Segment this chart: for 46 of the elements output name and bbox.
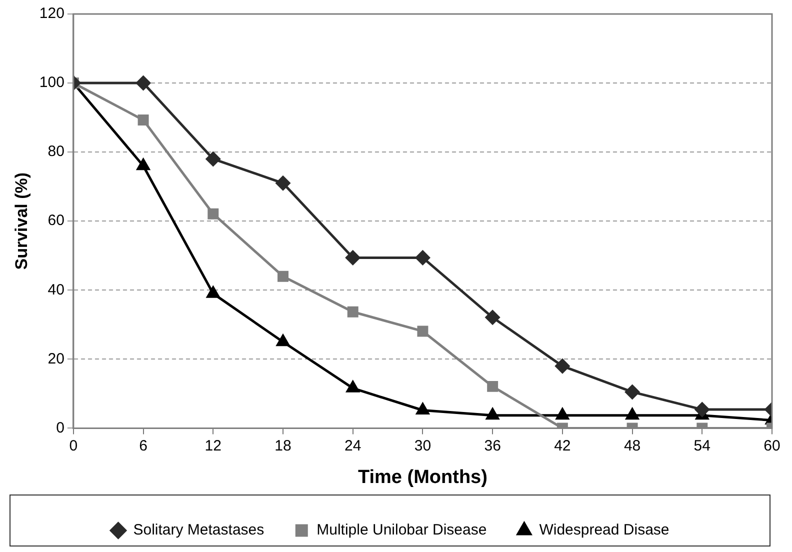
point (346, 250, 360, 265)
y-tick-label: 0 (56, 419, 64, 436)
y-tick-label: 80 (48, 143, 64, 160)
x-tick-label: 36 (484, 437, 501, 454)
x-tick-label: 6 (139, 437, 148, 454)
x-tick-label: 18 (274, 437, 292, 454)
x-axis-title: Time (Months) (358, 466, 488, 488)
point (278, 270, 288, 282)
y-tick-label: 120 (39, 5, 64, 22)
y-axis-title: Survival (%) (12, 172, 31, 270)
point (276, 176, 290, 190)
point (626, 408, 639, 420)
point (416, 403, 430, 414)
point (136, 76, 151, 90)
y-tick-label: 100 (39, 74, 64, 92)
x-tick-label: 42 (554, 437, 571, 454)
point (206, 152, 220, 166)
point (486, 408, 500, 420)
x-tick-label: 0 (69, 437, 78, 454)
point (206, 286, 220, 298)
point (556, 408, 569, 420)
point (694, 402, 710, 417)
point (487, 380, 498, 392)
legend-label: Solitary Metastases (133, 522, 264, 539)
legend-label: Widespread Disase (539, 522, 670, 539)
y-tick-label: 40 (48, 281, 64, 298)
y-tick-label: 60 (48, 212, 64, 230)
point (625, 384, 640, 400)
y-tick-label: 20 (48, 350, 64, 368)
x-tick-label: 54 (694, 437, 710, 454)
legend-label: Multiple Unilobar Disease (316, 522, 487, 539)
point (485, 310, 500, 325)
x-tick-label: 60 (764, 437, 780, 454)
x-tick-label: 24 (344, 437, 362, 454)
point (347, 306, 358, 318)
point (417, 326, 428, 337)
point (276, 334, 290, 346)
x-tick-label: 48 (624, 437, 641, 454)
point (138, 114, 149, 126)
point (555, 358, 570, 374)
point (415, 250, 430, 265)
x-tick-label: 30 (414, 437, 432, 454)
point (136, 158, 150, 170)
point (346, 380, 360, 392)
point (208, 208, 219, 220)
x-tick-label: 12 (204, 437, 222, 454)
